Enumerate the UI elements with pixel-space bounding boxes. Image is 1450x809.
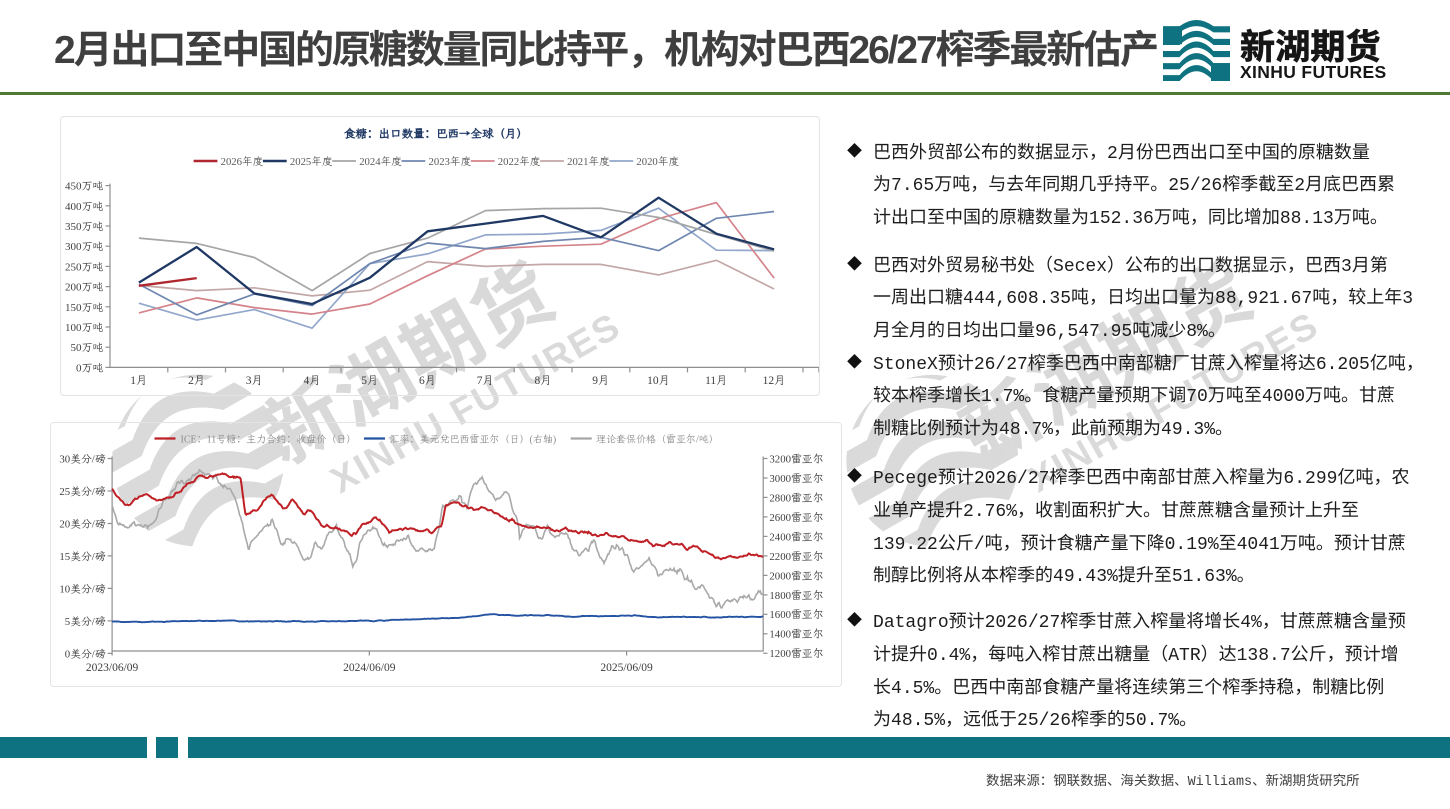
svg-text:2022年度: 2022年度: [498, 155, 541, 169]
svg-text:2月: 2月: [188, 373, 205, 388]
svg-text:2024/06/09: 2024/06/09: [343, 660, 396, 675]
svg-text:20美分/磅: 20美分/磅: [59, 517, 105, 531]
svg-text:10月: 10月: [647, 373, 670, 388]
svg-text:50万吨: 50万吨: [71, 341, 104, 355]
svg-text:9月: 9月: [592, 373, 609, 388]
svg-text:200万吨: 200万吨: [65, 281, 104, 295]
svg-text:1月: 1月: [130, 373, 147, 388]
svg-text:15美分/磅: 15美分/磅: [59, 550, 105, 564]
svg-text:2600雷亚尔: 2600雷亚尔: [769, 511, 823, 525]
svg-text:6月: 6月: [419, 373, 436, 388]
svg-text:汇率：美元兑巴西雷亚尔（日）(右轴): 汇率：美元兑巴西雷亚尔（日）(右轴): [390, 432, 557, 445]
svg-text:8月: 8月: [534, 373, 551, 388]
svg-text:100万吨: 100万吨: [65, 321, 104, 335]
svg-text:2023/06/09: 2023/06/09: [86, 660, 139, 675]
svg-text:11月: 11月: [705, 373, 728, 388]
svg-text:0美分/磅: 0美分/磅: [65, 647, 106, 661]
svg-text:2000雷亚尔: 2000雷亚尔: [769, 569, 823, 583]
svg-text:2200雷亚尔: 2200雷亚尔: [769, 550, 823, 564]
svg-text:7月: 7月: [477, 373, 494, 388]
svg-text:1800雷亚尔: 1800雷亚尔: [769, 589, 823, 603]
svg-text:5美分/磅: 5美分/磅: [65, 615, 106, 629]
svg-text:2020年度: 2020年度: [636, 155, 679, 169]
svg-text:3月: 3月: [246, 373, 263, 388]
svg-text:ICE：11号糖：主力合约：收盘价（日）: ICE：11号糖：主力合约：收盘价（日）: [181, 432, 357, 445]
svg-text:350万吨: 350万吨: [65, 220, 104, 234]
svg-text:12月: 12月: [763, 373, 786, 388]
svg-text:30美分/磅: 30美分/磅: [59, 452, 105, 466]
svg-text:2024年度: 2024年度: [359, 155, 402, 169]
svg-text:2025/06/09: 2025/06/09: [600, 660, 653, 675]
svg-text:1600雷亚尔: 1600雷亚尔: [769, 608, 823, 622]
svg-text:5月: 5月: [361, 373, 378, 388]
svg-text:10美分/磅: 10美分/磅: [59, 582, 105, 596]
svg-text:2023年度: 2023年度: [429, 155, 472, 169]
svg-text:400万吨: 400万吨: [65, 200, 104, 214]
svg-text:2021年度: 2021年度: [567, 155, 610, 169]
svg-text:理论套保价格（雷亚尔/吨）: 理论套保价格（雷亚尔/吨）: [596, 432, 719, 445]
svg-text:食糖：出口数量：巴西→全球（月）: 食糖：出口数量：巴西→全球（月）: [344, 127, 528, 142]
svg-text:0万吨: 0万吨: [76, 361, 104, 375]
svg-text:1400雷亚尔: 1400雷亚尔: [769, 628, 823, 642]
svg-text:2026年度: 2026年度: [221, 155, 264, 169]
svg-text:3000雷亚尔: 3000雷亚尔: [769, 472, 823, 486]
svg-text:1200雷亚尔: 1200雷亚尔: [769, 647, 823, 661]
svg-text:250万吨: 250万吨: [65, 260, 104, 274]
svg-text:450万吨: 450万吨: [65, 180, 104, 194]
svg-text:4月: 4月: [303, 373, 320, 388]
svg-text:3200雷亚尔: 3200雷亚尔: [769, 452, 823, 466]
svg-text:2025年度: 2025年度: [290, 155, 333, 169]
svg-text:2800雷亚尔: 2800雷亚尔: [769, 491, 823, 505]
svg-text:25美分/磅: 25美分/磅: [59, 485, 105, 499]
svg-text:300万吨: 300万吨: [65, 240, 104, 254]
svg-text:150万吨: 150万吨: [65, 301, 104, 315]
svg-text:2400雷亚尔: 2400雷亚尔: [769, 530, 823, 544]
